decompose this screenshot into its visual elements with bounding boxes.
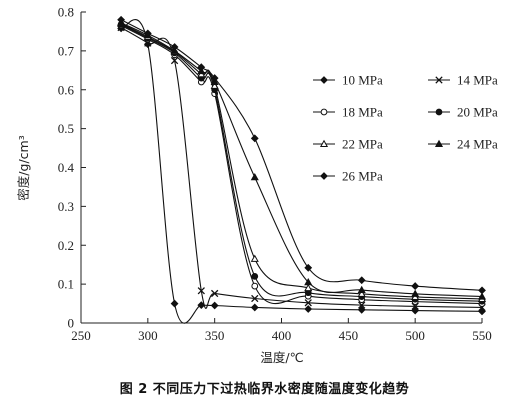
y-tick-label: 0.1 [58, 277, 74, 292]
legend-label: 26 MPa [342, 169, 383, 184]
density-temperature-chart: 0 0.1 0.2 0.3 0.4 0.5 0.6 0.7 0.8 250 300 350 400 45… [16, 5, 498, 366]
series-line [120, 27, 483, 309]
series-14-mpa [117, 23, 486, 312]
y-tick-label: 0.2 [58, 238, 74, 253]
legend-item: 14 MPa [428, 73, 498, 88]
data-point [411, 306, 420, 315]
series-line [120, 23, 483, 300]
x-tick-label: 400 [272, 328, 292, 343]
legend-label: 10 MPa [342, 73, 383, 88]
y-ticks: 0 0.1 0.2 0.3 0.4 0.5 0.6 0.7 0.8 [58, 5, 86, 331]
legend-item: 24 MPa [428, 137, 498, 152]
data-point [411, 289, 420, 297]
data-point [320, 108, 328, 116]
data-point [434, 139, 444, 148]
series-line [120, 25, 483, 305]
legend-item: 10 MPa [313, 73, 383, 88]
y-tick-label: 0.6 [58, 82, 75, 97]
data-point [478, 286, 486, 295]
x-axis-label: 温度/℃ [260, 350, 303, 365]
data-point [117, 15, 126, 24]
data-point [197, 287, 205, 295]
data-point [304, 277, 313, 286]
x-tick-label: 300 [138, 328, 158, 343]
data-point [197, 63, 206, 72]
y-tick-label: 0.3 [58, 199, 74, 214]
data-point [358, 301, 366, 309]
data-point [210, 74, 219, 82]
series-20-mpa [117, 21, 486, 305]
data-point [170, 56, 179, 65]
legend-label: 24 MPa [457, 137, 498, 152]
data-point [435, 76, 443, 84]
data-point [250, 134, 259, 143]
data-point [170, 43, 179, 51]
series-line [120, 23, 483, 302]
series-18-mpa [117, 22, 486, 307]
y-tick-label: 0.7 [58, 43, 75, 58]
data-point [304, 263, 313, 272]
axes [80, 12, 482, 324]
series-line [120, 19, 483, 291]
x-tick-label: 550 [472, 328, 492, 343]
data-point [304, 283, 313, 292]
x-tick-label: 500 [405, 328, 425, 343]
data-point [320, 172, 328, 180]
legend-item: 22 MPa [313, 137, 383, 152]
data-point [250, 172, 259, 181]
data-point [251, 294, 259, 303]
series-line [120, 22, 483, 298]
data-point [250, 254, 259, 262]
x-tick-label: 450 [339, 328, 359, 343]
x-ticks: 250 300 350 400 450 500 550 [71, 318, 492, 343]
data-point [411, 282, 420, 290]
data-point [251, 272, 259, 280]
data-point [170, 299, 179, 308]
data-point [210, 301, 219, 310]
legend: 10 MPa 14 MPa 18 MPa 20 MPa 22 MPa 24 MPa 26 M… [313, 73, 498, 184]
legend-item: 18 MPa [313, 105, 383, 120]
data-point [250, 303, 259, 312]
x-tick-label: 250 [71, 328, 91, 343]
data-point [357, 276, 366, 285]
legend-label: 18 MPa [342, 105, 383, 120]
y-axis-label: 密度/g/cm³ [16, 135, 31, 200]
data-point [435, 108, 443, 116]
series-group [117, 15, 487, 324]
y-tick-label: 0.8 [58, 5, 74, 20]
figure-caption: 图 2 不同压力下过热临界水密度随温度变化趋势 [119, 382, 410, 397]
data-point [320, 76, 328, 84]
data-point [477, 292, 487, 300]
y-tick-label: 0.5 [58, 121, 74, 136]
data-point [304, 299, 312, 307]
data-point [357, 305, 366, 314]
legend-item: 26 MPa [313, 169, 383, 184]
data-point [319, 139, 329, 148]
data-point [251, 282, 259, 290]
legend-label: 20 MPa [457, 105, 498, 120]
data-point [211, 289, 219, 298]
data-point [304, 305, 313, 313]
legend-label: 22 MPa [342, 137, 383, 152]
legend-label: 14 MPa [457, 73, 498, 88]
y-tick-label: 0 [68, 316, 75, 331]
legend-item: 20 MPa [428, 105, 498, 120]
y-tick-label: 0.4 [58, 160, 75, 175]
series-10-mpa [117, 19, 486, 324]
x-tick-label: 350 [205, 328, 225, 343]
data-point [143, 29, 152, 38]
data-point [357, 289, 366, 297]
series-26-mpa [117, 15, 486, 295]
data-point [357, 285, 366, 294]
